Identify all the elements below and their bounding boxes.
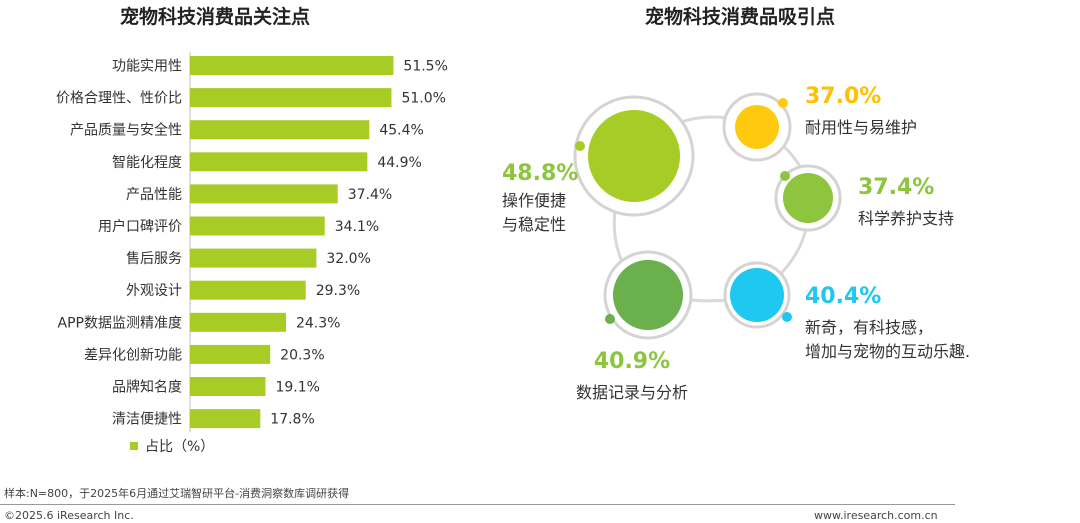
bubble-dot — [575, 141, 585, 151]
bar — [190, 216, 325, 236]
bubble-value: 48.8% — [502, 161, 578, 186]
category-label: 售后服务 — [126, 251, 182, 267]
bubble — [783, 173, 833, 223]
category-label: 差异化创新功能 — [84, 347, 182, 363]
footer-divider — [0, 504, 955, 505]
bar — [190, 120, 370, 140]
bubble-dot — [605, 314, 615, 324]
category-label: 外观设计 — [126, 283, 182, 299]
value-label: 37.4% — [348, 187, 392, 203]
bar — [190, 152, 368, 172]
bubble — [730, 268, 784, 322]
legend-label: 占比（%） — [145, 439, 214, 455]
value-label: 17.8% — [270, 412, 314, 428]
copyright: ©2025.6 iResearch Inc. — [4, 509, 134, 522]
category-label: 用户口碑评价 — [98, 218, 182, 235]
bubble — [613, 260, 683, 330]
bar — [190, 184, 338, 204]
bubble-value: 40.9% — [594, 349, 670, 374]
bubble-outer-ring — [603, 250, 693, 340]
bar — [190, 280, 306, 300]
value-label: 51.5% — [403, 59, 447, 75]
value-label: 44.9% — [377, 155, 421, 171]
category-label: 清洁便捷性 — [112, 412, 182, 428]
bubble-value: 37.0% — [805, 84, 881, 109]
value-label: 20.3% — [280, 347, 324, 363]
bar — [190, 409, 261, 429]
category-label: 功能实用性 — [112, 59, 182, 75]
bar — [190, 344, 271, 364]
bar — [190, 312, 286, 332]
bubble — [735, 105, 779, 149]
bubble-outer-ring — [774, 164, 842, 232]
bubble-label: 增加与宠物的互动乐趣. — [805, 342, 970, 361]
bar — [190, 377, 266, 396]
bubble-dot — [782, 312, 792, 322]
bar-chart: 功能实用性 51.5% 价格合理性、性价比 51.0% 产品质量与安全性 45.4% 智能化… — [56, 52, 448, 455]
value-label: 19.1% — [275, 380, 319, 396]
category-label: APP数据监测精准度 — [58, 315, 182, 331]
bubble — [588, 110, 680, 202]
bubble-label: 新奇，有科技感， — [805, 318, 933, 337]
bar — [190, 56, 394, 75]
bubble-dot — [780, 171, 790, 181]
category-label: 智能化程度 — [112, 155, 182, 171]
bubble-label: 科学养护支持 — [858, 209, 954, 228]
category-label: 产品性能 — [126, 187, 182, 203]
bubble-label: 耐用性与易维护 — [805, 118, 917, 137]
value-label: 51.0% — [401, 91, 445, 107]
bubble-label: 与稳定性 — [502, 215, 566, 234]
value-label: 45.4% — [379, 123, 423, 139]
value-label: 34.1% — [335, 219, 379, 235]
bubble-value: 40.4% — [805, 284, 881, 309]
website: www.iresearch.com.cn — [814, 509, 938, 522]
bubble-label: 数据记录与分析 — [576, 383, 688, 402]
bubble-outer-ring — [723, 261, 791, 329]
category-label: 产品质量与安全性 — [70, 122, 182, 139]
bubble-outer-ring — [722, 92, 792, 162]
value-label: 29.3% — [316, 283, 360, 299]
connector-ring — [612, 115, 811, 303]
category-label: 品牌知名度 — [112, 379, 182, 396]
left-chart-title: 宠物科技消费品关注点 — [119, 6, 310, 28]
bubble-outer-ring — [573, 95, 695, 217]
bubble-label: 操作便捷 — [502, 191, 566, 210]
bar — [190, 88, 392, 108]
value-label: 32.0% — [326, 251, 370, 267]
value-label: 24.3% — [296, 315, 340, 331]
right-chart-title: 宠物科技消费品吸引点 — [644, 6, 835, 28]
bubble-value: 37.4% — [858, 175, 934, 200]
sample-note: 样本:N=800，于2025年6月通过艾瑞智研平台-消费洞察数库调研获得 — [4, 487, 350, 500]
bubble-dot — [778, 98, 788, 108]
bar — [190, 248, 317, 268]
category-label: 价格合理性、性价比 — [56, 91, 182, 107]
legend-swatch — [130, 442, 138, 450]
